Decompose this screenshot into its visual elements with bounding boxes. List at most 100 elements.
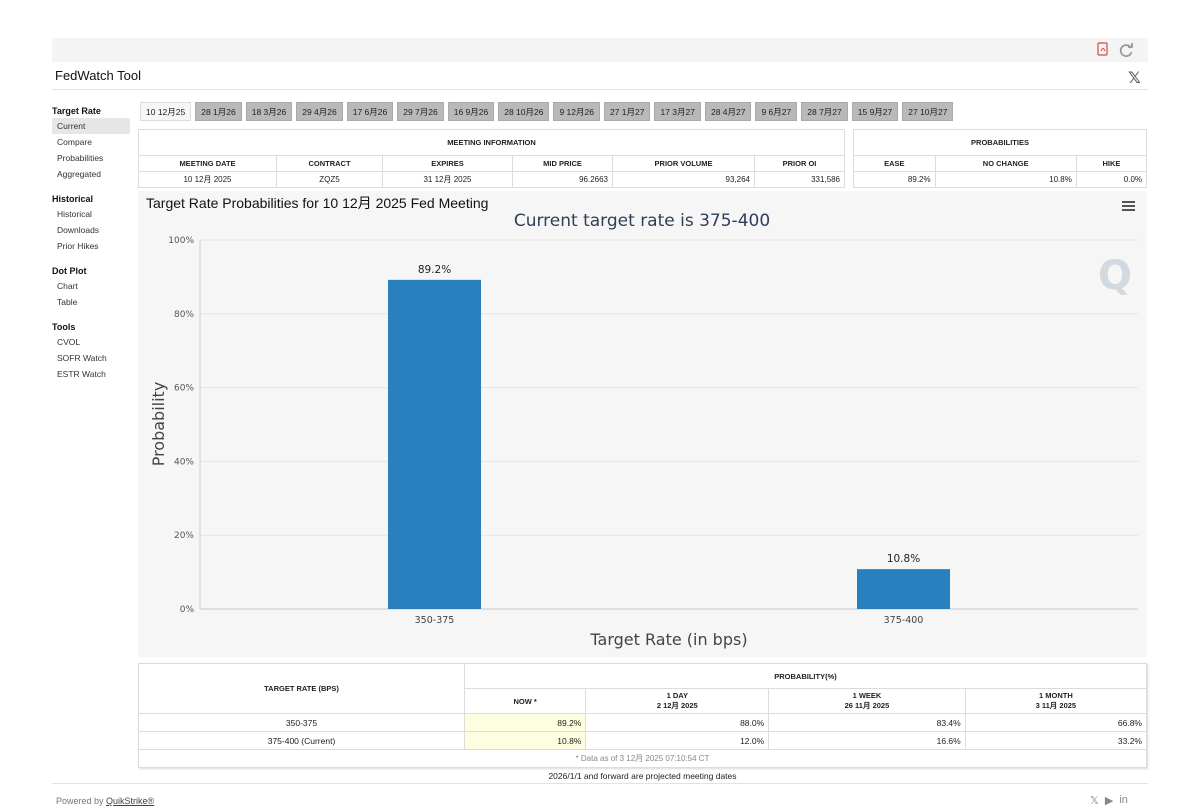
chart-title: Target Rate Probabilities for 10 12月 202… [146, 195, 488, 211]
probability-col-header: PROBABILITY(%) [464, 663, 1147, 689]
probability-header: HIKE [1075, 155, 1148, 172]
meeting-info-cell: 93,264 [612, 171, 755, 188]
sidebar-item-current[interactable]: Current [52, 118, 130, 134]
sidebar-item-compare[interactable]: Compare [57, 137, 92, 147]
menu-icon[interactable] [1122, 201, 1135, 211]
sidebar-item-historical[interactable]: Historical [57, 209, 92, 219]
quikstrike-link[interactable]: QuikStrike® [106, 796, 155, 806]
tab-meeting-date[interactable]: 29 4月26 [296, 102, 343, 121]
meeting-info-cell: 10 12月 2025 [138, 171, 277, 188]
target-rate-probability-table: TARGET RATE (BPS) PROBABILITY(%) NOW * 1 … [138, 663, 1148, 768]
period-label: 1 MONTH [1038, 691, 1073, 700]
top-toolbar-strip [52, 38, 1148, 62]
sidebar-item-aggregated[interactable]: Aggregated [57, 169, 101, 179]
period-header: 1 WEEK 26 11月 2025 [768, 688, 966, 714]
period-date: 2 12月 2025 [656, 701, 698, 710]
meeting-info-table: MEETING INFORMATION MEETING DATE CONTRACT… [138, 129, 845, 188]
period-label: 1 WEEK [852, 691, 882, 700]
sidebar-section: Historical Historical Downloads Prior Hikes [52, 192, 132, 254]
tab-meeting-date[interactable]: 27 1月27 [603, 102, 651, 121]
pdf-icon[interactable] [1096, 42, 1110, 56]
y-tick-label: 60% [174, 384, 194, 394]
probability-cell: 0.0% [1075, 171, 1148, 188]
data-timestamp-footnote: * Data as of 3 12月 2025 07:10:54 CT [138, 749, 1147, 768]
chart-subtitle: Current target rate is 375-400 [514, 211, 770, 231]
tab-meeting-date[interactable]: 28 7月27 [801, 102, 848, 121]
bar[interactable] [857, 569, 950, 609]
bar-data-label: 89.2% [418, 264, 451, 276]
sidebar-item-downloads[interactable]: Downloads [57, 225, 100, 235]
probability-value-cell: 33.2% [964, 731, 1148, 750]
meeting-info-header: EXPIRES [382, 155, 513, 172]
x-axis-label: Target Rate (in bps) [589, 630, 747, 649]
app-title: FedWatch Tool [55, 68, 141, 83]
tab-meeting-date[interactable]: 9 6月27 [755, 102, 798, 121]
table-row: 375-400 (Current) 10.8% 12.0% 16.6% 33.2% [138, 731, 1148, 750]
y-tick-label: 80% [174, 310, 194, 320]
sidebar-section: Dot Plot Chart Table [52, 264, 132, 310]
x-tick-label: 350-375 [415, 615, 455, 626]
period-date: 26 11月 2025 [844, 701, 890, 710]
x-icon[interactable]: 𝕏 [1090, 795, 1099, 807]
meeting-info-cell: 331,586 [754, 171, 845, 188]
tab-meeting-date[interactable]: 18 3月26 [245, 102, 293, 121]
tab-meeting-date[interactable]: 17 3月27 [654, 102, 701, 121]
x-share-icon[interactable]: 𝕏 [1128, 70, 1141, 87]
period-header: 1 MONTH 3 11月 2025 [964, 688, 1148, 714]
tab-meeting-date[interactable]: 27 10月27 [902, 102, 954, 121]
sidebar-item-probabilities[interactable]: Probabilities [57, 153, 104, 163]
table-row: 350-375 89.2% 88.0% 83.4% 66.8% [138, 713, 1148, 732]
meeting-info-header: MEETING DATE [138, 155, 277, 172]
sidebar-item-cvol[interactable]: CVOL [57, 337, 81, 347]
sidebar-heading: Target Rate [52, 106, 101, 116]
tab-meeting-date[interactable]: 9 12月26 [553, 102, 600, 121]
meeting-date-tabs: 10 12月25 28 1月26 18 3月26 29 4月26 17 6月26 29 7… [140, 102, 954, 121]
y-tick-label: 40% [174, 457, 194, 467]
sidebar-item-chart[interactable]: Chart [57, 281, 78, 291]
probability-value-cell: 12.0% [585, 731, 770, 750]
sidebar-item-prior-hikes[interactable]: Prior Hikes [57, 241, 99, 251]
divider [52, 783, 1148, 784]
y-tick-label: 20% [174, 531, 194, 541]
sidebar-section: Tools CVOL SOFR Watch ESTR Watch [52, 320, 132, 382]
tab-meeting-date[interactable]: 29 7月26 [397, 102, 444, 121]
target-rate-cell: 350-375 [138, 713, 465, 732]
meeting-info-cell: ZQZ5 [276, 171, 383, 188]
tab-meeting-date[interactable]: 16 9月26 [447, 102, 495, 121]
probability-header: NO CHANGE [934, 155, 1077, 172]
probability-chart: Target Rate Probabilities for 10 12月 202… [138, 191, 1147, 657]
probabilities-title: PROBABILITIES [853, 129, 1147, 156]
probabilities-table: PROBABILITIES EASE NO CHANGE HIKE 89.2% 10.… [853, 129, 1148, 188]
y-tick-label: 0% [180, 605, 195, 615]
tab-meeting-date[interactable]: 28 4月27 [704, 102, 752, 121]
period-label: 1 DAY [666, 691, 688, 700]
meeting-info-title: MEETING INFORMATION [138, 129, 845, 156]
probability-cell: 10.8% [934, 171, 1077, 188]
sidebar-item-table[interactable]: Table [57, 297, 78, 307]
y-tick-label: 100% [168, 236, 194, 246]
meeting-info-cell: 96.2663 [512, 171, 613, 188]
tab-meeting-date[interactable]: 15 9月27 [851, 102, 899, 121]
sidebar-item-sofr-watch[interactable]: SOFR Watch [57, 353, 107, 363]
sidebar-section: Target Rate Current Compare Probabilities Ag… [52, 104, 132, 182]
tab-meeting-date[interactable]: 17 6月26 [346, 102, 394, 121]
probability-value-cell: 10.8% [463, 731, 587, 750]
projected-dates-note: 2026/1/1 and forward are projected meeti… [548, 771, 737, 781]
powered-by-label: Powered by [56, 796, 104, 806]
youtube-icon[interactable]: ▶ [1104, 795, 1114, 807]
meeting-info-header: CONTRACT [276, 155, 383, 172]
bar-data-label: 10.8% [887, 553, 920, 565]
refresh-icon[interactable] [1118, 42, 1134, 58]
tab-meeting-date[interactable]: 28 10月26 [498, 102, 550, 121]
period-date: 3 11月 2025 [1035, 701, 1077, 710]
meeting-info-header: PRIOR VOLUME [612, 155, 755, 172]
sidebar-heading: Dot Plot [52, 266, 87, 276]
x-tick-label: 375-400 [884, 615, 924, 626]
linkedin-icon[interactable]: in [1119, 794, 1128, 806]
period-header: 1 DAY 2 12月 2025 [585, 688, 770, 714]
divider [52, 89, 1148, 90]
tab-meeting-date[interactable]: 10 12月25 [140, 102, 192, 121]
bar[interactable] [388, 279, 481, 609]
tab-meeting-date[interactable]: 28 1月26 [195, 102, 242, 121]
sidebar-item-estr-watch[interactable]: ESTR Watch [57, 369, 106, 379]
